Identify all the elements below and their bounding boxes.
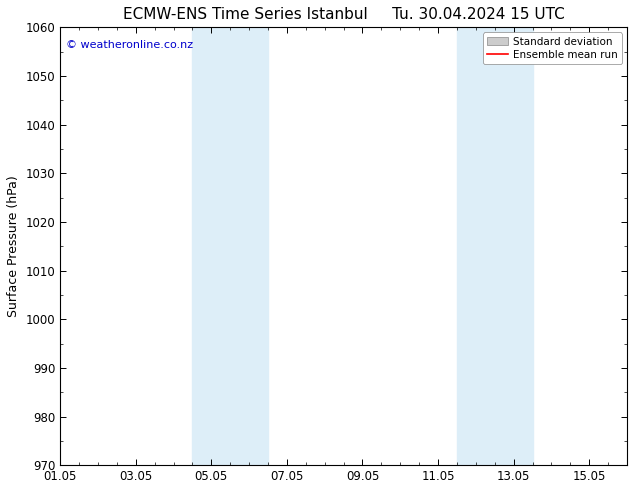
Bar [192, 27, 230, 465]
Bar [230, 27, 268, 465]
Bar [457, 27, 495, 465]
Y-axis label: Surface Pressure (hPa): Surface Pressure (hPa) [7, 175, 20, 317]
Legend: Standard deviation, Ensemble mean run: Standard deviation, Ensemble mean run [482, 32, 622, 64]
Bar [495, 27, 533, 465]
Title: ECMW-ENS Time Series Istanbul     Tu. 30.04.2024 15 UTC: ECMW-ENS Time Series Istanbul Tu. 30.04.… [123, 7, 564, 22]
Text: © weatheronline.co.nz: © weatheronline.co.nz [66, 40, 193, 50]
